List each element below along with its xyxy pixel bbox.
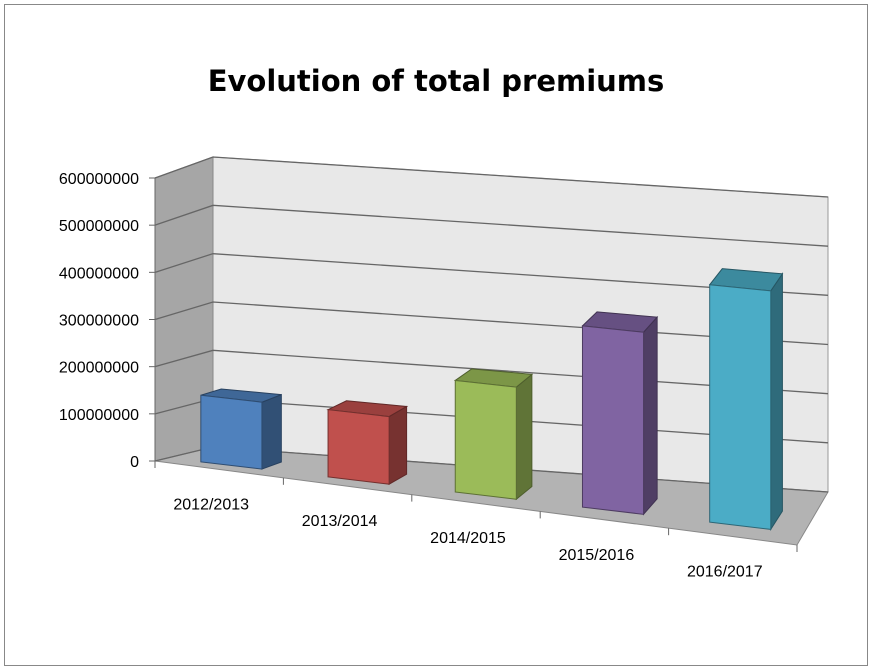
y-tick-label: 0 bbox=[130, 454, 139, 471]
y-tick-label: 200000000 bbox=[59, 360, 139, 377]
bar-2012-2013 bbox=[200, 388, 282, 470]
x-tick-label: 2015/2016 bbox=[559, 547, 635, 564]
y-tick-label: 600000000 bbox=[59, 171, 139, 188]
bar-side-face bbox=[515, 373, 533, 501]
bar-side-face bbox=[643, 315, 658, 516]
chart-title: Evolution of total premiums bbox=[207, 64, 665, 98]
bar-front-face bbox=[454, 379, 517, 500]
gridline bbox=[154, 253, 829, 296]
x-tick-label: 2012/2013 bbox=[173, 496, 249, 513]
y-tick-label: 100000000 bbox=[59, 407, 139, 424]
bar-2016-2017 bbox=[708, 268, 784, 532]
gridline bbox=[154, 204, 829, 247]
x-tick-label: 2013/2014 bbox=[302, 513, 378, 530]
bar-side-face bbox=[261, 393, 282, 470]
bar-front-face bbox=[581, 325, 645, 515]
y-tick-label: 500000000 bbox=[59, 218, 139, 235]
x-tick-label: 2016/2017 bbox=[687, 564, 763, 581]
bar-side-face bbox=[770, 272, 783, 532]
bar-front-face bbox=[327, 409, 390, 485]
gridline bbox=[154, 156, 829, 198]
bar-2014-2015 bbox=[453, 368, 534, 501]
y-tick-label: 300000000 bbox=[59, 313, 139, 330]
y-tick-label: 400000000 bbox=[59, 265, 139, 282]
bar-2015-2016 bbox=[581, 311, 659, 516]
bar-front-face bbox=[709, 284, 772, 530]
bar-side-face bbox=[388, 405, 408, 486]
bar-2013-2014 bbox=[326, 400, 409, 486]
bar-front-face bbox=[200, 394, 263, 470]
x-tick-label: 2014/2015 bbox=[430, 530, 506, 547]
